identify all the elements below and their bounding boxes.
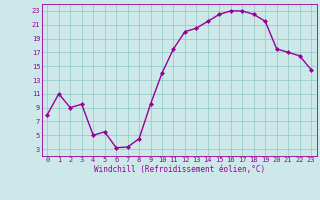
X-axis label: Windchill (Refroidissement éolien,°C): Windchill (Refroidissement éolien,°C) <box>94 165 265 174</box>
